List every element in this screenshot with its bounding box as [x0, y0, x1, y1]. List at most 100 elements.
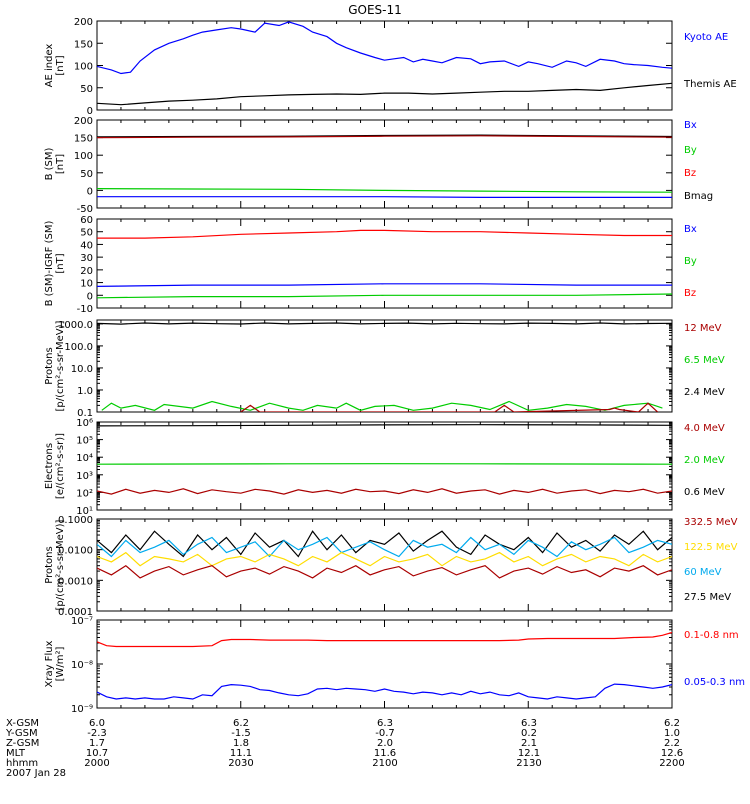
y-tick-label: 10⁻⁸ — [71, 660, 93, 671]
ephemeris-value: 0.2 — [521, 728, 537, 739]
ephemeris-value: 2030 — [228, 758, 253, 769]
y-axis-label: [nT] — [55, 55, 66, 75]
legend-entry: 27.5 MeV — [684, 592, 731, 603]
ephemeris-value: 1.7 — [89, 738, 105, 749]
legend-entry: Themis AE — [683, 79, 737, 90]
series-line-bx — [97, 283, 672, 287]
y-axis-label: B (SM) — [44, 147, 55, 180]
legend-entry: 0.6 MeV — [684, 487, 725, 498]
y-tick-label: 10⁻⁷ — [71, 616, 93, 627]
ephemeris-value: 6.3 — [377, 718, 393, 729]
y-axis-label: Electrons — [44, 443, 55, 489]
series-line-themis-ae — [97, 82, 672, 106]
y-axis-label: [p/(cm²-s-sr-MeV)] — [55, 519, 66, 610]
panel-xray: 10⁻⁹ 10⁻⁸ 10⁻⁷ Xray Flux [W/m²] 0.1-0.8 nm 0.0… — [44, 616, 745, 715]
y-tick-label: 50 — [80, 169, 93, 180]
series-line-by — [97, 293, 672, 299]
ephemeris-value: 1.8 — [233, 738, 249, 749]
ephemeris-value: 11.6 — [374, 748, 396, 759]
y-tick-label: 100 — [74, 151, 93, 162]
y-tick-label: 10⁴ — [76, 453, 93, 464]
series-line-0-05-0-3-nm — [97, 683, 672, 700]
series-line-122-5-mev — [97, 551, 672, 567]
y-tick-label: 100.0 — [64, 342, 93, 353]
y-tick-label: 150 — [74, 39, 93, 50]
y-tick-label: 60 — [80, 215, 93, 226]
y-axis-label: [W/m²] — [55, 646, 66, 681]
legend-entry: 2.0 MeV — [684, 455, 725, 466]
y-tick-label: 50 — [80, 84, 93, 95]
ephemeris-value: 12.1 — [518, 748, 540, 759]
panel-frame — [96, 518, 673, 612]
series-line-0-6-mev — [97, 424, 672, 427]
y-axis-label: Protons — [44, 546, 55, 583]
panel-frame — [96, 619, 673, 709]
ephemeris-row-label: Z-GSM — [6, 738, 39, 749]
legend-entry: Bz — [684, 168, 696, 179]
y-tick-label: 1000.0 — [58, 320, 93, 331]
legend-entry: 60 MeV — [684, 567, 722, 578]
panel-ae: 0 50 100 150 200 AE index [nT] Kyoto AE Themis A… — [44, 17, 737, 117]
ephemeris-value: 6.3 — [521, 718, 537, 729]
y-tick-label: 30 — [80, 253, 93, 264]
legend-entry: By — [684, 145, 697, 156]
legend-entry: 0.1-0.8 nm — [684, 630, 739, 641]
series-line-bmag — [97, 134, 672, 138]
ephemeris-value: 6.2 — [233, 718, 249, 729]
legend-entry: By — [684, 256, 697, 267]
ephemeris-row-label: Y-GSM — [5, 728, 38, 739]
ephemeris-value: 2200 — [659, 758, 684, 769]
ephemeris-value: 1.0 — [664, 728, 680, 739]
y-axis-label: AE index — [44, 44, 55, 88]
ephemeris-row-label: hhmm — [6, 758, 38, 769]
y-axis-label: [nT] — [55, 154, 66, 174]
series-line-0-1-0-8-nm — [97, 631, 672, 648]
series-line-4-0-mev — [97, 488, 672, 495]
ephemeris-date: 2007 Jan 28 — [6, 768, 66, 779]
y-tick-label: 0.0001 — [58, 607, 93, 618]
panel-frame — [96, 319, 673, 413]
legend-entry: Bz — [684, 288, 696, 299]
y-tick-label: 200 — [74, 116, 93, 127]
panel-frame — [96, 119, 673, 209]
panel-protons_low: 0.1 1.0 10.0 100.0 1000.0 Protons [p/(cm²-s-sr… — [44, 319, 725, 419]
y-axis-label: [e/(cm²-s-sr)] — [55, 433, 66, 499]
panel-bsm: -50 0 50 100 150 200 B (SM) [nT] Bx By Bz Bmag — [44, 116, 713, 215]
legend-entry: 2.4 MeV — [684, 387, 725, 398]
legend-entry: 122.5 MeV — [684, 542, 738, 553]
legend-entry: Kyoto AE — [684, 32, 728, 43]
ephemeris-value: 6.0 — [89, 718, 105, 729]
panel-protons_high: 0.0001 0.0010 0.0100 0.1000 Protons [p/(cm²-s… — [44, 515, 738, 618]
y-tick-label: 0.1 — [77, 408, 93, 419]
series-line-2-0-mev — [97, 463, 672, 465]
y-tick-label: 10 — [80, 279, 93, 290]
series-line-332-5-mev — [97, 564, 672, 579]
ephemeris-value: -0.7 — [375, 728, 395, 739]
legend-entry: Bx — [684, 224, 697, 235]
legend-entry: 0.05-0.3 nm — [684, 677, 745, 688]
y-tick-label: 10² — [76, 488, 93, 499]
series-line-12-mev — [240, 402, 659, 412]
y-axis-label: Protons — [44, 347, 55, 384]
y-tick-label: 20 — [80, 266, 93, 277]
ephemeris-value: 10.7 — [86, 748, 108, 759]
y-tick-label: 10⁻⁹ — [71, 704, 93, 715]
y-tick-label: 100 — [74, 62, 93, 73]
y-tick-label: 0 — [87, 106, 93, 117]
ephemeris-row-label: MLT — [6, 748, 26, 759]
y-tick-label: -10 — [77, 304, 93, 315]
series-line-60-mev — [97, 536, 672, 558]
y-tick-label: 50 — [80, 228, 93, 239]
legend-entry: Bx — [684, 120, 697, 131]
plot-title: GOES-11 — [348, 3, 402, 17]
y-tick-label: 0.1000 — [58, 515, 93, 526]
series-line-bz — [97, 135, 672, 139]
ephemeris-value: 2.0 — [377, 738, 393, 749]
series-line-2-4-mev — [97, 322, 672, 325]
ephemeris-value: 12.6 — [661, 748, 683, 759]
legend-entry: Bmag — [684, 191, 713, 202]
legend-entry: 12 MeV — [684, 323, 722, 334]
